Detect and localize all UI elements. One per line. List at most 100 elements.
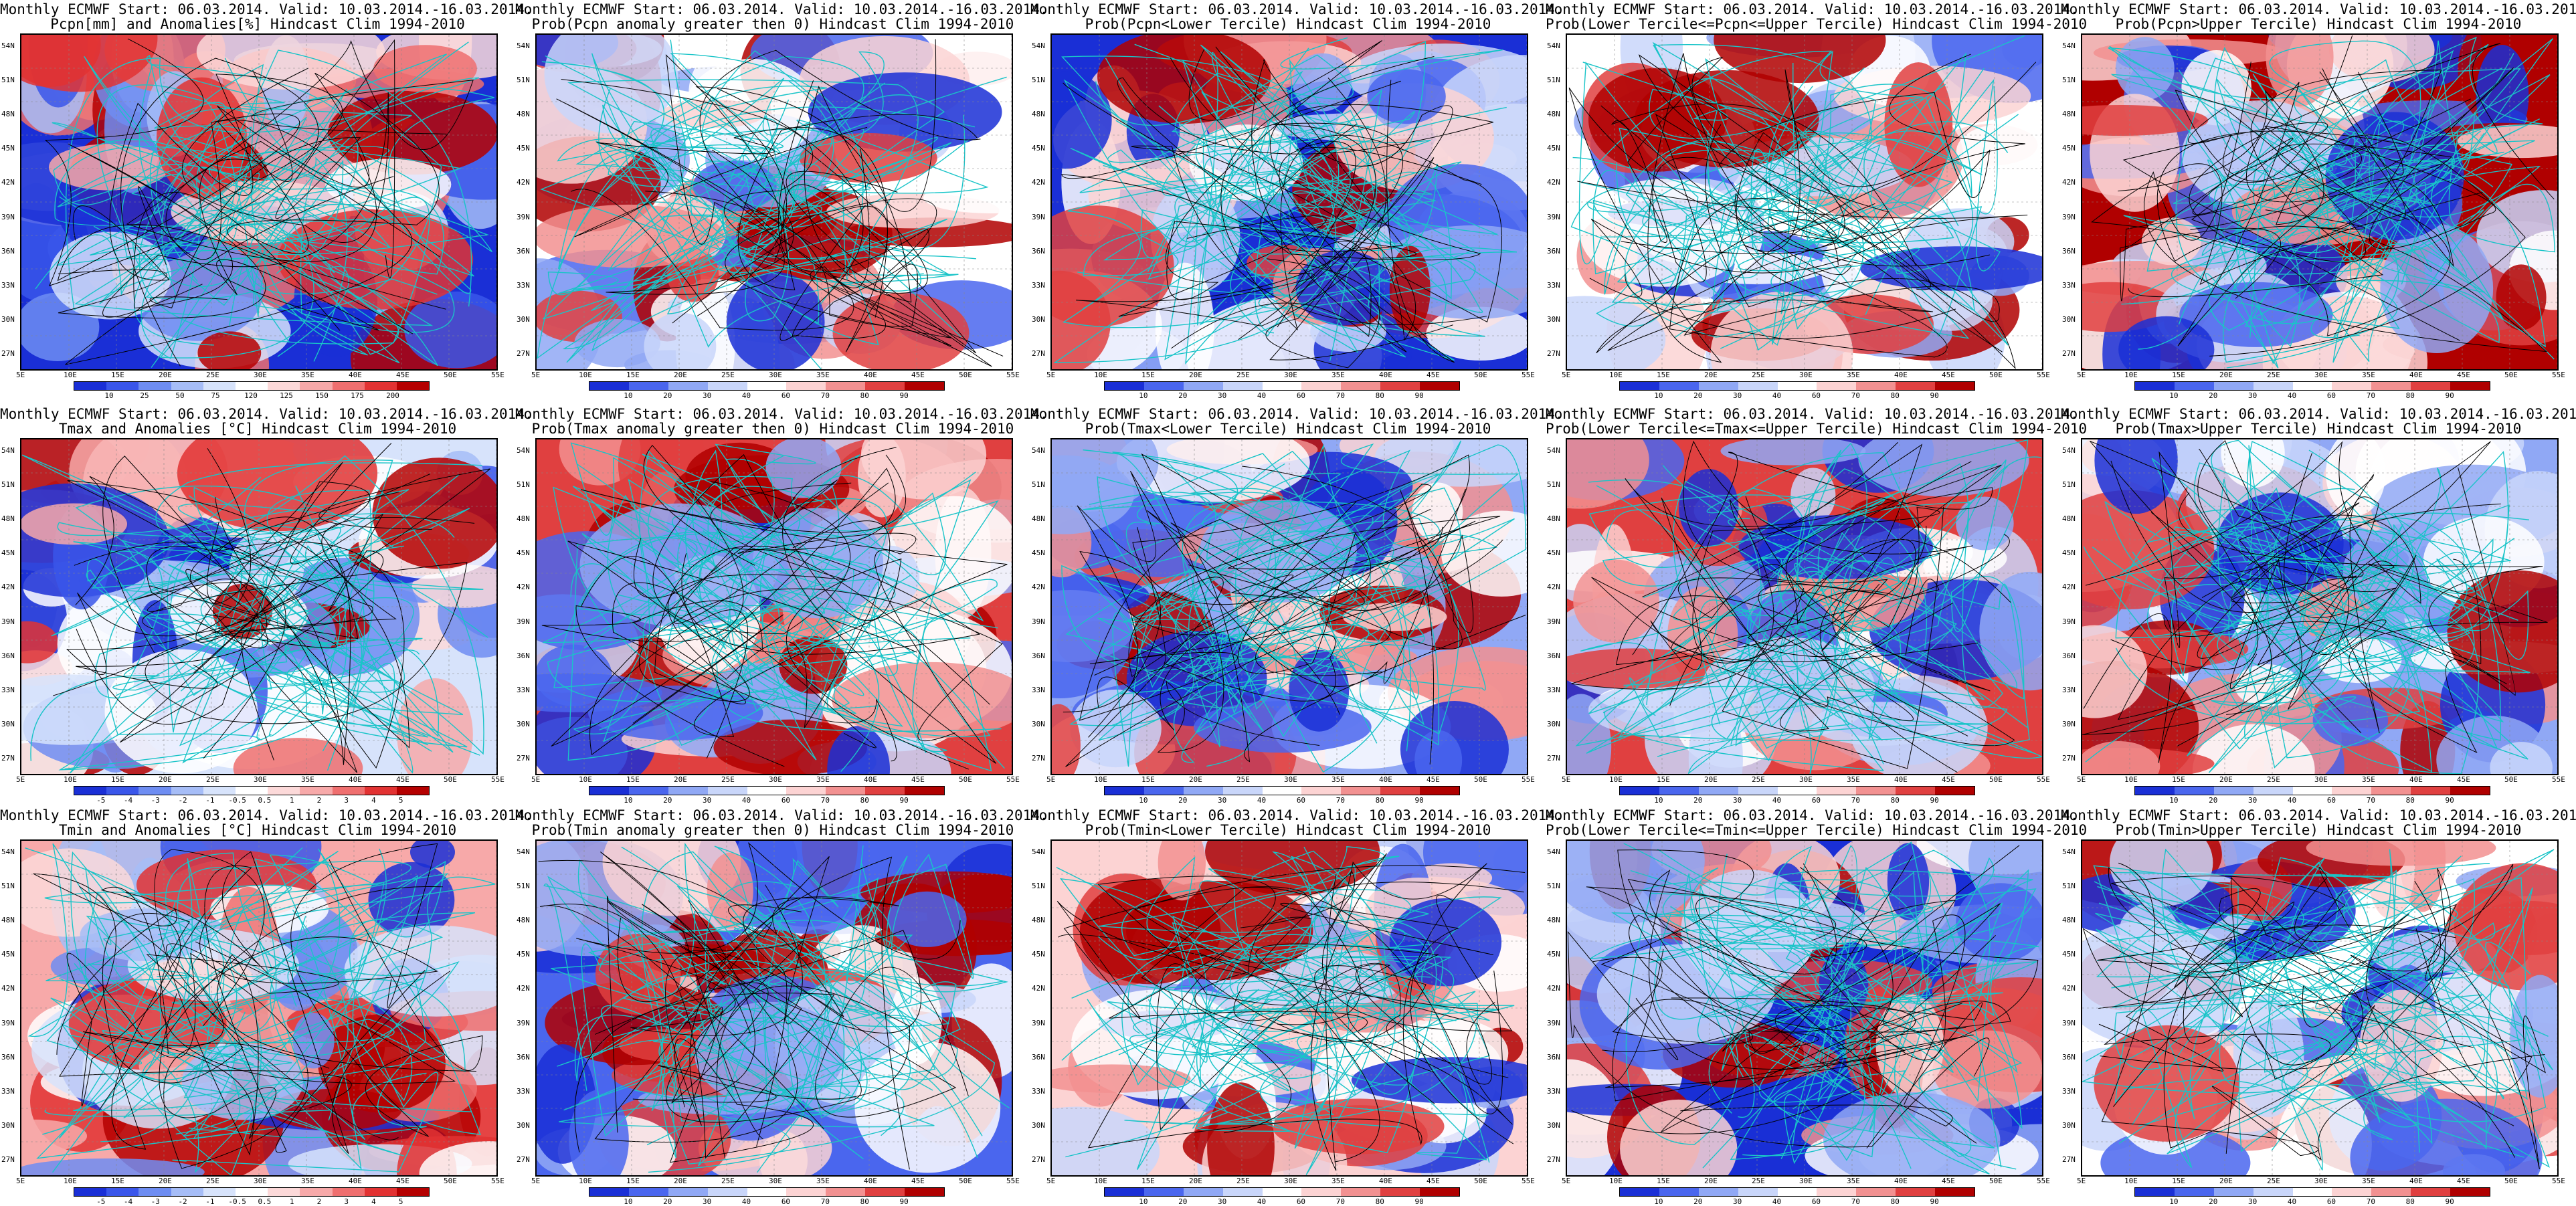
colorbar-segment — [2213, 787, 2253, 795]
colorbar — [1104, 381, 1460, 391]
colorbar-segment — [1620, 1188, 1659, 1196]
colorbar-label: 10 — [1654, 391, 1663, 400]
forecast-map — [535, 438, 1013, 775]
colorbar-segment — [1105, 1188, 1144, 1196]
map-title-line2: Prob(Lower Tercile<=Tmin<=Upper Tercile)… — [1546, 822, 2088, 838]
latitude-label: 36N — [2062, 246, 2076, 256]
field-layer — [1052, 439, 1527, 774]
longitude-label: 45E — [2457, 371, 2470, 379]
colorbar-label: 30 — [2248, 1197, 2258, 1206]
longitude-label: 50E — [1474, 775, 1487, 784]
colorbar — [2134, 1187, 2490, 1197]
latitude-label: 51N — [2062, 480, 2076, 490]
latitude-label: 48N — [1, 514, 15, 524]
longitude-label: 40E — [349, 371, 362, 379]
latitude-label: 39N — [1547, 212, 1560, 221]
colorbar-label: 4 — [371, 1197, 376, 1206]
colorbar-segment — [2213, 382, 2253, 390]
latitude-label: 48N — [1032, 916, 1045, 925]
colorbar-segment — [1222, 1188, 1263, 1196]
longitude-label: 20E — [1704, 775, 1718, 784]
longitude-label: 35E — [301, 775, 314, 784]
colorbar-label: 40 — [741, 1197, 751, 1206]
colorbar-segment — [2135, 787, 2175, 795]
longitude-label: 55E — [2552, 775, 2565, 784]
longitude-label: 5E — [16, 775, 25, 784]
colorbar-segment — [2371, 787, 2411, 795]
latitude-label: 54N — [1, 41, 15, 50]
longitude-label: 5E — [1562, 1177, 1571, 1185]
latitude-label: 33N — [517, 685, 530, 694]
latitude-label: 51N — [2062, 882, 2076, 891]
colorbar-segment — [589, 787, 629, 795]
colorbar-segment — [1222, 382, 1263, 390]
colorbar-segment — [747, 1188, 787, 1196]
latitude-label: 48N — [517, 110, 530, 119]
latitude-label: 48N — [1547, 110, 1560, 119]
colorbar-segment — [364, 382, 397, 390]
map-panel: Monthly ECMWF Start: 06.03.2014. Valid: … — [1546, 405, 2087, 805]
colorbar-segment — [628, 382, 668, 390]
latitude-label: 33N — [517, 1086, 530, 1096]
latitude-label: 45N — [1, 548, 15, 558]
latitude-label: 42N — [2062, 178, 2076, 187]
colorbar-segment — [628, 787, 668, 795]
longitude-label: 25E — [2267, 371, 2280, 379]
colorbar-segment — [396, 382, 430, 390]
latitude-label: 36N — [2062, 651, 2076, 660]
latitude-label: 33N — [1032, 685, 1045, 694]
map-title-line2: Prob(Tmin anomaly greater then 0) Hindca… — [531, 822, 1014, 838]
longitude-label: 20E — [1189, 775, 1202, 784]
colorbar-segment — [2253, 382, 2293, 390]
colorbar — [2134, 381, 2490, 391]
field-layer — [537, 439, 1012, 774]
colorbar-label: 3 — [344, 1197, 349, 1206]
colorbar-label: 70 — [2366, 796, 2375, 805]
latitude-label: 45N — [1032, 950, 1045, 959]
longitude-label: 45E — [1427, 371, 1440, 379]
colorbar-segment — [300, 1188, 333, 1196]
longitude-label: 20E — [159, 775, 172, 784]
colorbar-label: 70 — [1851, 391, 1860, 400]
longitude-label: 45E — [1942, 775, 1955, 784]
longitude-label: 30E — [769, 371, 782, 379]
colorbar-segment — [235, 382, 268, 390]
colorbar-label: 90 — [899, 391, 909, 400]
forecast-map — [2081, 839, 2559, 1177]
colorbar-segment — [668, 382, 708, 390]
latitude-label: 27N — [1, 1155, 15, 1164]
latitude-label: 33N — [1, 280, 15, 290]
colorbar-label: 10 — [2169, 391, 2179, 400]
colorbar-segment — [1896, 382, 1936, 390]
latitude-label: 27N — [1032, 754, 1045, 763]
colorbar-segment — [139, 787, 171, 795]
longitude-label: 15E — [111, 1177, 124, 1185]
latitude-label: 36N — [517, 651, 530, 660]
colorbar-label: -0.5 — [228, 796, 246, 805]
colorbar-label: 80 — [860, 1197, 869, 1206]
colorbar-segment — [1183, 382, 1223, 390]
colorbar-segment — [747, 787, 787, 795]
longitude-label: 15E — [626, 1177, 640, 1185]
longitude-label: 50E — [959, 775, 972, 784]
longitude-label: 15E — [1141, 775, 1155, 784]
longitude-label: 35E — [1331, 1177, 1345, 1185]
longitude-label: 50E — [1989, 775, 2003, 784]
colorbar-label: 90 — [1930, 796, 1939, 805]
longitude-label: 25E — [1236, 1177, 1250, 1185]
colorbar-segment — [171, 1188, 203, 1196]
colorbar — [1104, 786, 1460, 795]
longitude-label: 50E — [1989, 1177, 2003, 1185]
longitude-label: 30E — [769, 1177, 782, 1185]
longitude-label: 15E — [1141, 1177, 1155, 1185]
forecast-map — [1050, 839, 1528, 1177]
map-panel: Monthly ECMWF Start: 06.03.2014. Valid: … — [515, 0, 1048, 400]
forecast-map — [20, 839, 498, 1177]
colorbar-label: 125 — [280, 391, 293, 400]
latitude-label: 36N — [517, 1052, 530, 1062]
longitude-label: 35E — [816, 371, 830, 379]
colorbar-segment — [826, 1188, 866, 1196]
colorbar-label: 10 — [624, 391, 633, 400]
colorbar-segment — [2174, 1188, 2214, 1196]
latitude-label: 51N — [517, 76, 530, 85]
